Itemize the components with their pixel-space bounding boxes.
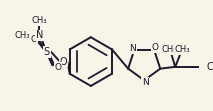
Text: N: N [142,78,148,87]
Text: Cl: Cl [206,62,213,72]
Text: CH₃: CH₃ [162,45,177,54]
Text: CH₃: CH₃ [15,31,30,40]
Text: O: O [60,57,68,67]
Text: O: O [55,63,62,72]
Text: S: S [44,47,50,57]
Text: O: O [151,43,158,53]
Text: CH₃: CH₃ [175,45,190,54]
Text: CH₃: CH₃ [32,16,47,25]
Text: N: N [129,44,136,53]
Text: O: O [30,35,37,44]
Text: N: N [36,30,43,40]
